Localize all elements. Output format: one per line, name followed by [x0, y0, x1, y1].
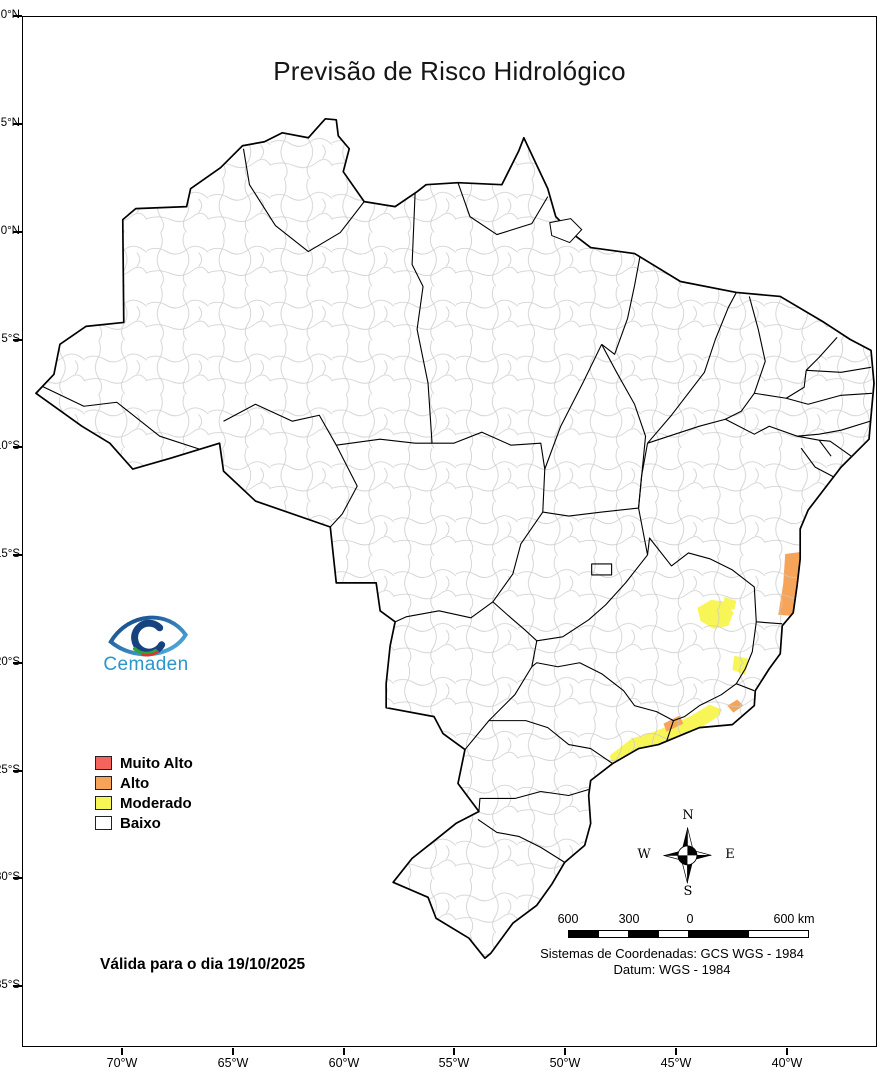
lon-label: 55°W: [438, 1056, 470, 1070]
coordinate-system-line1: Sistemas de Coordenadas: GCS WGS - 1984: [540, 946, 804, 961]
legend-swatch-moderado: [95, 796, 112, 810]
lat-label: 35°S: [0, 979, 20, 991]
compass-east-label: E: [725, 847, 735, 862]
brazil-outline: [35, 117, 875, 960]
latitude-tick: [13, 231, 22, 233]
longitude-tick: [786, 1048, 788, 1055]
map-frame: [22, 16, 877, 1047]
lon-label: 60°W: [328, 1056, 360, 1070]
scale-label: 600: [557, 912, 579, 926]
lon-label: 50°W: [549, 1056, 581, 1070]
latitude-tick: [13, 770, 22, 772]
scale-label: 300: [618, 912, 640, 926]
lat-label: 10°S: [0, 440, 20, 452]
marajo-island: [549, 218, 583, 244]
lat-label: 25°S: [0, 764, 20, 776]
lon-label: 65°W: [217, 1056, 249, 1070]
validity-date: Válida para o dia 19/10/2025: [100, 956, 306, 973]
coordinate-system-note: Sistemas de Coordenadas: GCS WGS - 1984 …: [512, 946, 832, 978]
latitude-tick: [13, 985, 22, 987]
lat-label: 10°N: [0, 9, 20, 21]
compass-north-label: N: [682, 808, 694, 823]
legend-label: Baixo: [120, 814, 161, 832]
state-borders: [39, 148, 873, 863]
compass-south-label: S: [683, 884, 693, 899]
scale-bar-segment: [658, 930, 689, 938]
page-title: Previsão de Risco Hidrológico: [273, 56, 626, 86]
municipal-boundaries: [35, 118, 875, 959]
latitude-tick: [13, 877, 22, 879]
legend-swatch-baixo: [95, 816, 112, 830]
legend-item: Alto: [95, 773, 193, 793]
longitude-tick: [675, 1048, 677, 1055]
longitude-tick: [232, 1048, 234, 1055]
cemaden-logo-text: Cemaden: [103, 654, 189, 675]
latitude-tick: [13, 554, 22, 556]
latitude-tick: [13, 339, 22, 341]
legend-label: Alto: [120, 774, 150, 792]
legend-item: Muito Alto: [95, 753, 193, 773]
lat-label: 30°S: [0, 871, 20, 883]
scale-bar-segment: [628, 930, 659, 938]
legend-item: Moderado: [95, 793, 193, 813]
lat-label: 5°N: [0, 117, 20, 129]
scale-bar-segment: [568, 930, 599, 938]
lat-label: 20°S: [0, 656, 20, 668]
scale-bar-segment: [748, 930, 809, 938]
legend-label: Moderado: [120, 794, 192, 812]
latitude-tick: [13, 446, 22, 448]
longitude-tick: [343, 1048, 345, 1055]
longitude-tick: [121, 1048, 123, 1055]
risk-legend: Muito Alto Alto Moderado Baixo: [95, 753, 193, 833]
latitude-tick: [13, 662, 22, 664]
lon-label: 70°W: [106, 1056, 138, 1070]
longitude-tick: [564, 1048, 566, 1055]
scale-label: 0: [686, 912, 694, 926]
brazil-map-canvas: [35, 117, 875, 960]
compass-rose-icon: [663, 827, 712, 884]
lat-label: 15°S: [0, 548, 20, 560]
scale-bar-segment: [598, 930, 629, 938]
legend-swatch-alto: [95, 776, 112, 790]
latitude-tick: [13, 123, 22, 125]
legend-item: Baixo: [95, 813, 193, 833]
lon-label: 45°W: [660, 1056, 692, 1070]
cemaden-logo-icon: [108, 615, 188, 657]
lon-label: 40°W: [771, 1056, 803, 1070]
coordinate-system-line2: Datum: WGS - 1984: [613, 962, 731, 977]
lat-label: 0°N: [0, 225, 20, 237]
lat-label: 5°S: [1, 333, 20, 345]
compass-west-label: W: [637, 847, 651, 862]
latitude-tick: [13, 15, 22, 17]
legend-swatch-muito-alto: [95, 756, 112, 770]
longitude-tick: [453, 1048, 455, 1055]
scale-bar: [568, 930, 809, 938]
scale-label: 600 km: [773, 912, 815, 926]
legend-label: Muito Alto: [120, 754, 193, 772]
scale-bar-segment: [688, 930, 749, 938]
